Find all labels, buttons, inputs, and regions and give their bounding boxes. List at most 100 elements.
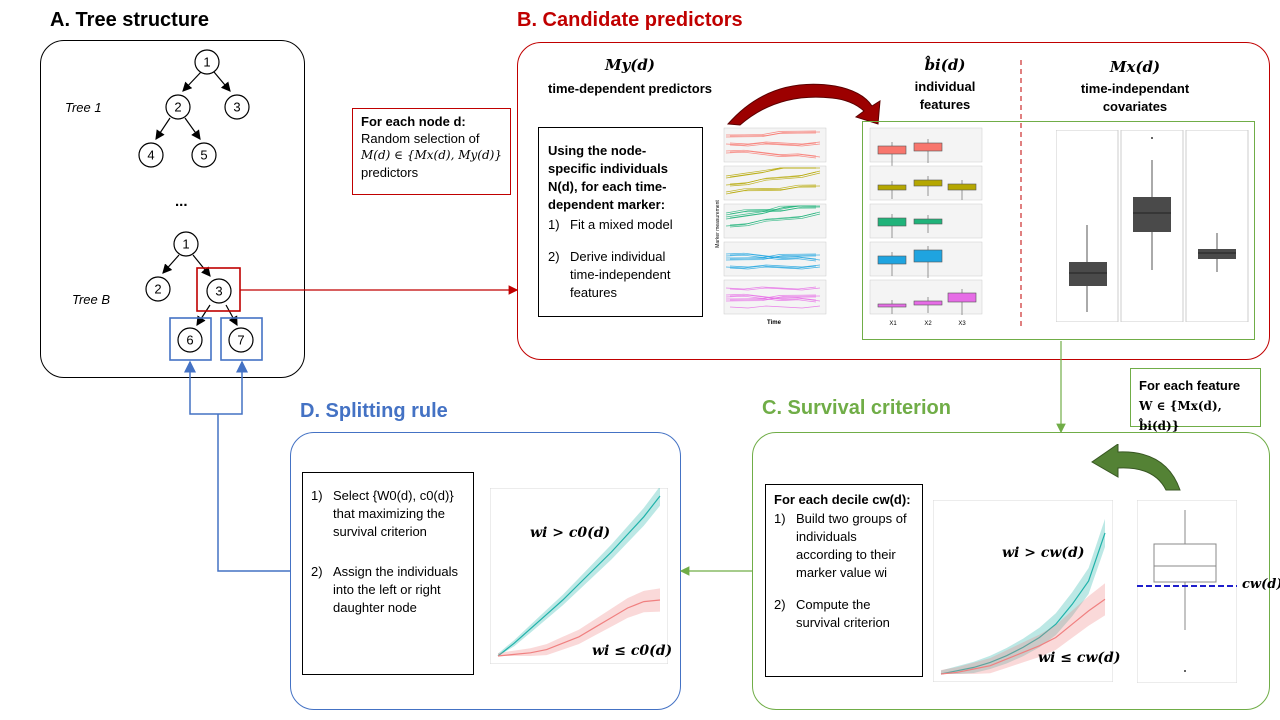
panel-c-title: C. Survival criterion bbox=[762, 397, 951, 419]
decile-intro: For each decile cw(d): bbox=[774, 492, 911, 507]
decile-box: For each decile cw(d): 1) Build two group… bbox=[765, 484, 923, 677]
feature-panel-5 bbox=[869, 279, 983, 315]
curve-1 bbox=[497, 495, 661, 657]
b-caption-2: features bbox=[919, 97, 971, 112]
feature-panel-1 bbox=[869, 127, 983, 166]
node-selection-note: For each node d: Random selection of M(d… bbox=[352, 108, 511, 195]
split-label-lower: wi ≤ c0(d) bbox=[592, 643, 673, 659]
tree1-node-2: 2 bbox=[165, 94, 191, 120]
traj-xlabel: Time bbox=[767, 320, 782, 326]
tree1-edges bbox=[155, 71, 238, 327]
svg-text:1: 1 bbox=[182, 237, 189, 252]
arrow-to-node-6 bbox=[184, 360, 218, 415]
svg-text:2: 2 bbox=[154, 282, 161, 297]
node-note-line3: M(d) ∈ {Mx(d), My(d)} bbox=[361, 148, 502, 162]
node-note-line1: For each node d: bbox=[361, 114, 466, 129]
feature-note-line1: For each feature bbox=[1139, 378, 1241, 393]
tree-ellipsis: ... bbox=[175, 193, 188, 210]
threshold-boxplot bbox=[1137, 500, 1237, 683]
band-2 bbox=[941, 583, 1105, 674]
feature-panel-3 bbox=[869, 203, 983, 239]
feature-panel-4 bbox=[869, 241, 983, 278]
trajectory-panel-3 bbox=[723, 203, 827, 239]
features-area bbox=[862, 121, 1255, 340]
traj-ylabel: Marker measurement bbox=[715, 200, 721, 248]
survival-criterion-chart bbox=[933, 500, 1113, 682]
mx-caption-2: covariates bbox=[1102, 99, 1168, 114]
treeB-node-1: 1 bbox=[173, 231, 199, 257]
trajectory-panel-2 bbox=[723, 165, 827, 201]
splitting-box: 1) Select {W0(d), c0(d)} that maximizing … bbox=[302, 472, 474, 675]
svg-text:4: 4 bbox=[147, 148, 154, 163]
panel-a-title: A. Tree structure bbox=[50, 9, 209, 31]
mixed-model-step-1: 1) Fit a mixed model bbox=[548, 217, 673, 232]
tree1-node-3: 3 bbox=[224, 94, 250, 120]
feat-xtick-3: X3 bbox=[958, 321, 966, 327]
tree1-node-4: 4 bbox=[138, 142, 164, 168]
decile-step-1: 1) Build two groups of individuals accord… bbox=[774, 511, 907, 580]
arrow-to-node-7 bbox=[218, 360, 248, 415]
svg-text:5: 5 bbox=[200, 148, 207, 163]
b-symbol: b̂i(d) bbox=[924, 56, 966, 74]
treeB-node-7-highlight bbox=[220, 317, 263, 361]
decile-step-2: 2) Compute the survival criterion bbox=[774, 597, 890, 630]
mx-caption-1: time-independant bbox=[1080, 81, 1190, 96]
treeB-node-6: 6 bbox=[177, 327, 203, 353]
mixed-model-box: Using the node-specific individuals N(d)… bbox=[538, 127, 703, 317]
panel-b-title: B. Candidate predictors bbox=[517, 9, 743, 31]
splitting-step-2: 2) Assign the individuals into the left o… bbox=[311, 564, 459, 615]
treeB-node-2: 2 bbox=[145, 276, 171, 302]
arrow-d-to-tree bbox=[217, 414, 290, 572]
tree1-label: Tree 1 bbox=[65, 100, 102, 115]
feat-xtick-2: X2 bbox=[924, 321, 932, 327]
b-caption-1: individual bbox=[914, 79, 976, 94]
tree1-node-1: 1 bbox=[194, 49, 220, 75]
dashed-divider bbox=[1020, 60, 1022, 330]
trajectory-panel-4 bbox=[723, 241, 827, 277]
curved-red-arrow bbox=[726, 83, 881, 126]
threshold-label: cw(d) bbox=[1242, 577, 1280, 592]
my-caption: time-dependent predictors bbox=[548, 81, 712, 96]
node-note-line4: predictors bbox=[361, 165, 419, 180]
mx-symbol: Mx(d) bbox=[1109, 58, 1161, 76]
treeB-label: Tree B bbox=[72, 292, 111, 307]
curve-2 bbox=[497, 599, 661, 657]
curve-2 bbox=[940, 598, 1106, 675]
svg-text:6: 6 bbox=[186, 333, 193, 348]
svg-text:7: 7 bbox=[237, 333, 244, 348]
trajectory-plot: Marker measurement Time bbox=[715, 127, 827, 326]
curve-1 bbox=[940, 532, 1106, 675]
mixed-model-step-2: 2) Derive individual time-independent fea… bbox=[548, 249, 671, 300]
trajectory-panel-1 bbox=[723, 127, 827, 163]
treeB-node-3: 3 bbox=[206, 278, 232, 304]
criterion-label-lower: wi ≤ cw(d) bbox=[1038, 650, 1121, 666]
splitting-step-1: 1) Select {W0(d), c0(d)} that maximizing … bbox=[311, 488, 454, 539]
mixed-model-intro: Using the node-specific individuals N(d)… bbox=[548, 143, 668, 212]
feature-boxplots: X1 X2 X3 bbox=[869, 127, 983, 327]
band-2 bbox=[498, 588, 660, 656]
criterion-label-upper: wi > cw(d) bbox=[1002, 545, 1085, 561]
covariate-box-3 bbox=[1198, 233, 1236, 272]
trajectory-panel-5 bbox=[723, 279, 827, 315]
node-note-line2: Random selection of bbox=[361, 131, 480, 146]
splitting-rule-chart bbox=[490, 488, 668, 664]
feature-note-line2: W ∈ {Mx(d), b̂i(d)} bbox=[1139, 399, 1222, 433]
svg-text:1: 1 bbox=[203, 55, 210, 70]
panel-d-title: D. Splitting rule bbox=[300, 400, 448, 422]
panel-a bbox=[40, 40, 305, 378]
svg-text:3: 3 bbox=[215, 284, 222, 299]
feature-panel-2 bbox=[869, 165, 983, 201]
my-symbol: My(d) bbox=[604, 56, 655, 74]
treeB-node-6-highlight bbox=[169, 317, 212, 361]
svg-text:3: 3 bbox=[233, 100, 240, 115]
tree1-node-5: 5 bbox=[191, 142, 217, 168]
svg-text:2: 2 bbox=[174, 100, 181, 115]
covariate-boxplots bbox=[1056, 130, 1249, 322]
curved-green-arrow bbox=[1091, 444, 1181, 491]
split-label-upper: wi > c0(d) bbox=[530, 525, 611, 541]
covariate-box-1 bbox=[1069, 225, 1107, 312]
feature-note: For each feature W ∈ {Mx(d), b̂i(d)} bbox=[1130, 368, 1261, 433]
band-1 bbox=[941, 518, 1105, 674]
treeB-node-7: 7 bbox=[228, 327, 254, 353]
